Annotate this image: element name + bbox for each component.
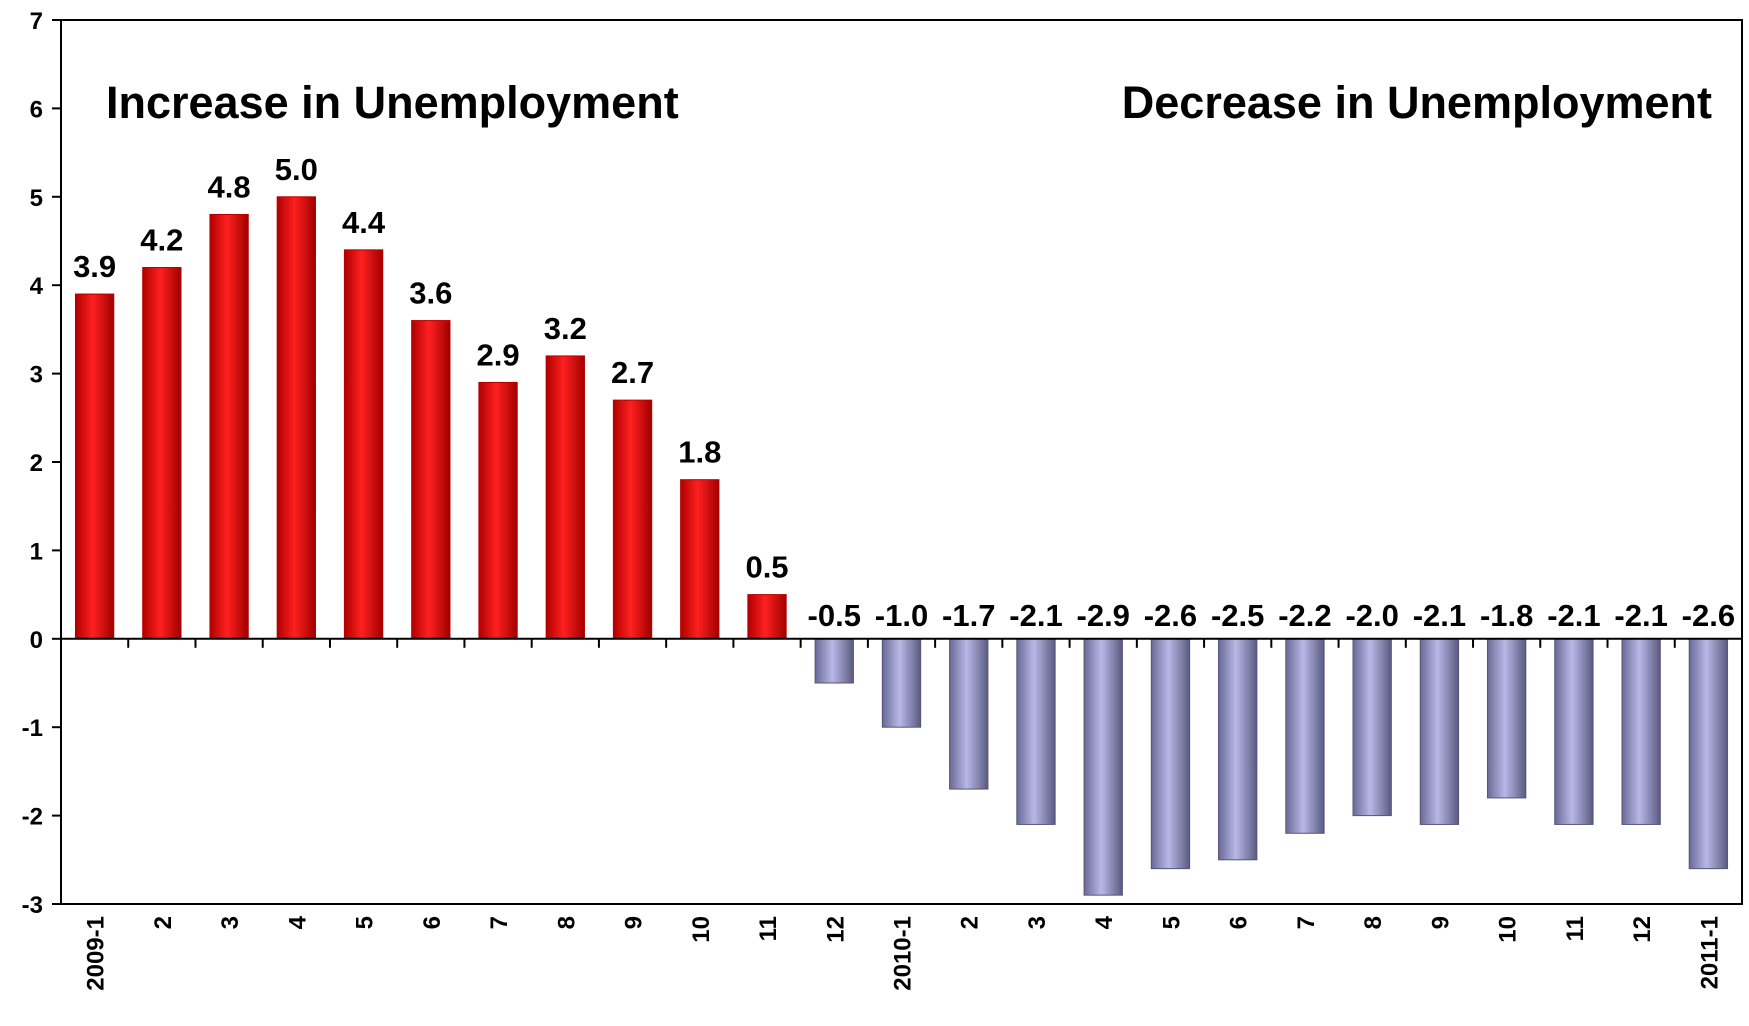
x-tick-label: 5 [1158, 916, 1185, 929]
x-tick-label: 2010-1 [890, 916, 917, 991]
y-tick-label: -3 [22, 892, 43, 919]
bar [142, 267, 182, 640]
bar [1486, 638, 1527, 799]
x-tick-label: 2009-1 [83, 916, 110, 991]
data-label: -0.5 [808, 598, 861, 633]
y-tick-label: 3 [30, 362, 43, 389]
x-tick-label: 6 [419, 916, 446, 929]
data-label: 0.5 [745, 550, 788, 585]
data-label: -2.1 [1009, 598, 1062, 633]
data-label: 2.9 [477, 337, 520, 372]
y-tick-label: 7 [30, 8, 43, 35]
x-tick-label: 9 [621, 916, 648, 929]
x-tick-label: 12 [822, 916, 849, 943]
x-tick-label: 11 [755, 916, 782, 941]
x-tick-label: 12 [1629, 916, 1656, 943]
data-label: 3.2 [544, 311, 587, 346]
bar [1285, 638, 1325, 834]
bar [1352, 638, 1392, 817]
data-label: 3.9 [73, 249, 116, 284]
bar [1419, 638, 1460, 825]
increase-annotation: Increase in Unemployment [106, 77, 679, 128]
y-tick-label: 1 [30, 538, 43, 565]
data-label: -2.6 [1682, 598, 1735, 633]
y-tick-label: 6 [30, 96, 43, 123]
decrease-annotation: Decrease in Unemployment [1122, 77, 1712, 128]
bar [814, 638, 854, 684]
data-label: 1.8 [678, 435, 721, 470]
x-tick-label: 3 [1024, 916, 1051, 929]
x-tick-label: 4 [284, 915, 311, 929]
bars-layer [74, 196, 1729, 896]
y-tick-label: 4 [30, 273, 44, 300]
data-label: -1.8 [1480, 598, 1533, 633]
data-label: -2.5 [1211, 598, 1264, 633]
x-tick-label: 2 [150, 916, 177, 929]
bar [478, 381, 518, 640]
x-tick-label: 8 [1360, 916, 1387, 929]
bar [1621, 638, 1661, 825]
data-label: 4.4 [342, 205, 386, 240]
data-label: 4.2 [140, 223, 183, 258]
bar [949, 638, 989, 790]
data-label: 3.6 [409, 276, 452, 311]
data-label: -2.1 [1413, 598, 1466, 633]
data-label: -2.6 [1144, 598, 1197, 633]
x-tick-label: 9 [1427, 916, 1454, 929]
x-tick-label: 2 [957, 916, 984, 929]
x-tick-label: 10 [1495, 916, 1522, 943]
x-tick-label: 8 [553, 916, 580, 929]
bar [612, 399, 653, 640]
bar [209, 213, 249, 640]
bar [343, 249, 384, 640]
data-label: -2.1 [1547, 598, 1600, 633]
bar [545, 355, 585, 640]
x-tick-label: 4 [1091, 915, 1118, 929]
data-label: -2.0 [1345, 598, 1398, 633]
x-tick-label: 6 [1226, 916, 1253, 929]
bar [1554, 638, 1594, 825]
y-tick-label: 2 [30, 450, 43, 477]
data-label: -1.7 [942, 598, 995, 633]
bar [1150, 638, 1191, 870]
data-label: 5.0 [275, 152, 318, 187]
bar [881, 638, 922, 728]
y-tick-label: -1 [22, 715, 43, 742]
y-tick-label: 5 [30, 185, 43, 212]
bar [276, 196, 317, 640]
x-tick-label: 7 [486, 916, 513, 929]
bar [74, 293, 115, 640]
bar [680, 479, 720, 640]
bar [1083, 638, 1123, 896]
x-tick-label: 11 [1562, 916, 1589, 941]
x-tick-label: 2011-1 [1696, 916, 1723, 989]
data-labels-layer: 3.9 4.2 4.8 5.0 4.4 3.6 2.9 3.2 2.7 1.8 0.5 -0.5 -1.… [73, 152, 1735, 633]
x-tick-label: 7 [1293, 916, 1320, 929]
bar [411, 320, 451, 640]
y-tick-label: -2 [22, 804, 43, 831]
x-tick-label: 3 [217, 916, 244, 929]
x-tick-label: 5 [352, 916, 379, 929]
y-tick-label: 0 [30, 627, 43, 654]
data-label: 2.7 [611, 355, 654, 390]
data-label: -2.1 [1614, 598, 1667, 633]
data-label: -2.2 [1278, 598, 1331, 633]
bar [747, 594, 787, 640]
data-label: -2.9 [1077, 598, 1130, 633]
bar [1688, 638, 1729, 870]
bar [1016, 638, 1056, 825]
data-label: 4.8 [208, 169, 251, 204]
bar [1218, 638, 1258, 861]
x-tick-label: 10 [688, 916, 715, 943]
data-label: -1.0 [875, 598, 928, 633]
